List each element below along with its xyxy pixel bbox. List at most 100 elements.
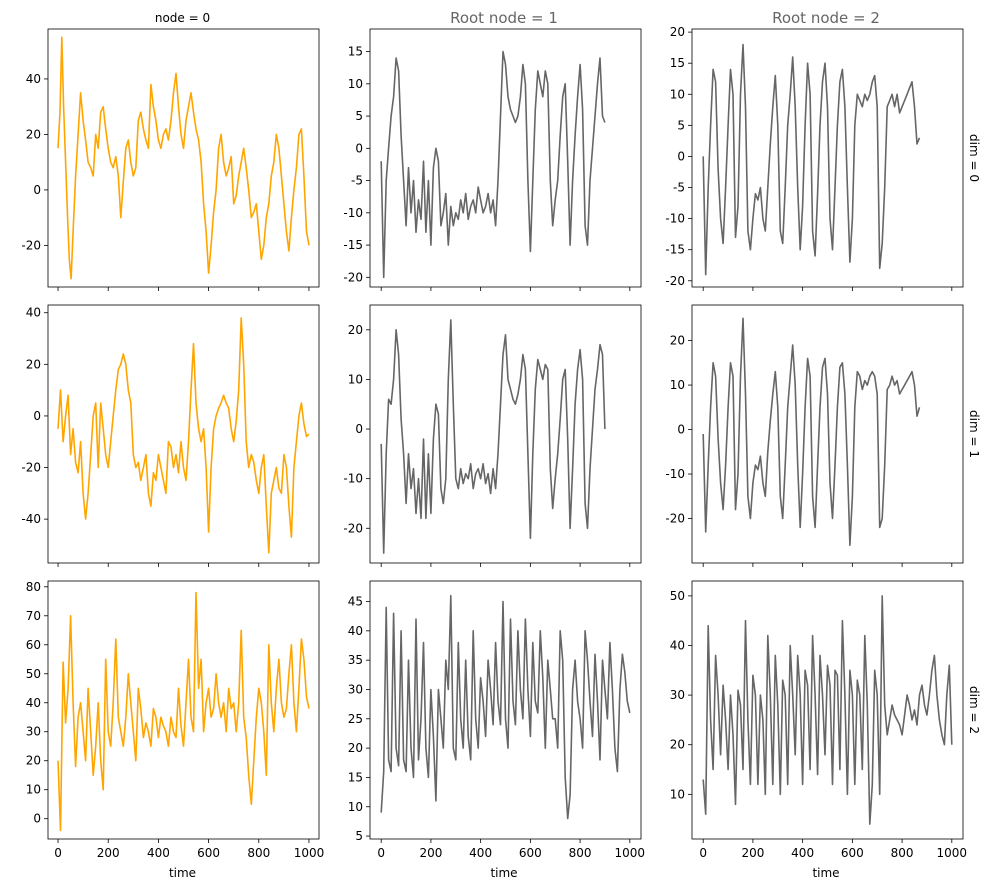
y-tick-label: -20 <box>665 512 685 526</box>
y-tick-label: 70 <box>26 609 41 623</box>
series-line <box>57 591 310 832</box>
x-tick-label: 600 <box>841 846 864 860</box>
y-tick-label: 40 <box>26 72 41 86</box>
y-tick-label: 40 <box>348 624 363 638</box>
y-tick-label: 10 <box>348 372 363 386</box>
y-tick-label: 20 <box>26 127 41 141</box>
axes-frame <box>47 28 320 288</box>
axes-frame <box>369 580 642 840</box>
series-line <box>380 50 606 279</box>
y-tick-label: -20 <box>343 270 363 284</box>
y-tick-label: -10 <box>665 467 685 481</box>
y-tick-label: -10 <box>343 206 363 220</box>
y-tick-label: 5 <box>355 829 363 843</box>
y-tick-label: 10 <box>670 378 685 392</box>
y-tick-label: 10 <box>348 800 363 814</box>
y-tick-label: 0 <box>677 423 685 437</box>
y-tick-label: 40 <box>26 306 41 320</box>
y-tick-label: 20 <box>670 25 685 39</box>
y-tick-label: 60 <box>26 638 41 652</box>
row-label-1: dim = 1 <box>967 410 981 458</box>
y-tick-label: 0 <box>677 149 685 163</box>
series-line <box>380 319 606 554</box>
y-tick-label: 15 <box>670 56 685 70</box>
y-tick-label: 0 <box>33 409 41 423</box>
panel-r1-c2: -20 -10 0 10 20 <box>665 304 964 567</box>
x-tick-label: 400 <box>147 846 170 860</box>
col-title-1: Root node = 1 <box>450 9 558 27</box>
y-tick-label: 20 <box>670 334 685 348</box>
y-tick-label: 40 <box>670 639 685 653</box>
y-tick-label: 0 <box>355 422 363 436</box>
series-line <box>380 594 631 820</box>
x-tick-label: 600 <box>197 846 220 860</box>
x-tick-label: 1000 <box>937 846 968 860</box>
series-line <box>57 36 310 280</box>
x-tick-label: 0 <box>377 846 385 860</box>
y-tick-label: 5 <box>355 109 363 123</box>
panel-r2-c1: 5 10 15 20 25 30 35 40 45 0 200 400 600 800 1000 <box>348 580 646 860</box>
x-axis-label-1: time <box>490 866 517 880</box>
series-line <box>57 317 310 554</box>
axes-frame <box>691 580 964 840</box>
y-tick-label: 80 <box>26 580 41 594</box>
y-tick-label: 10 <box>26 783 41 797</box>
y-tick-label: 30 <box>348 682 363 696</box>
panel-r2-c2: 10 20 30 40 50 0 200 400 600 800 1000 <box>670 580 968 860</box>
axes-frame <box>691 304 964 564</box>
x-tick-label: 600 <box>519 846 542 860</box>
row-labels: dim = 0 dim = 1 dim = 2 <box>967 134 981 734</box>
y-tick-label: 15 <box>348 770 363 784</box>
y-tick-label: 20 <box>348 323 363 337</box>
row-label-2: dim = 2 <box>967 686 981 734</box>
col-title-0: node = 0 <box>155 11 210 25</box>
y-tick-label: 20 <box>670 738 685 752</box>
y-tick-label: 0 <box>355 141 363 155</box>
y-tick-label: -5 <box>351 174 363 188</box>
y-tick-label: 0 <box>33 183 41 197</box>
panel-r0-c1: -20 -15 -10 -5 0 5 10 15 <box>343 28 642 291</box>
y-tick-label: 50 <box>670 589 685 603</box>
x-axis-label-2: time <box>812 866 839 880</box>
y-tick-label: 35 <box>348 653 363 667</box>
axes-frame <box>369 28 642 288</box>
y-tick-label: 10 <box>670 87 685 101</box>
x-tick-label: 400 <box>469 846 492 860</box>
y-tick-label: -15 <box>343 238 363 252</box>
x-tick-label: 1000 <box>294 846 325 860</box>
y-tick-label: 10 <box>670 787 685 801</box>
y-tick-label: -20 <box>665 274 685 288</box>
y-tick-label: 30 <box>670 688 685 702</box>
col-title-2: Root node = 2 <box>772 9 880 27</box>
y-tick-label: 15 <box>348 45 363 59</box>
x-tick-label: 400 <box>791 846 814 860</box>
panel-r1-c0: -40 -20 0 20 40 <box>21 304 320 567</box>
series-line <box>702 595 953 825</box>
y-tick-label: -10 <box>343 472 363 486</box>
x-tick-label: 200 <box>97 846 120 860</box>
y-tick-label: -10 <box>665 212 685 226</box>
series-line <box>702 317 921 546</box>
y-tick-label: 5 <box>677 118 685 132</box>
x-tick-label: 800 <box>569 846 592 860</box>
column-titles: node = 0 Root node = 1 Root node = 2 <box>155 9 880 27</box>
y-tick-label: 40 <box>26 696 41 710</box>
y-tick-label: 20 <box>26 357 41 371</box>
x-tick-label: 800 <box>891 846 914 860</box>
x-tick-label: 0 <box>699 846 707 860</box>
panel-r1-c1: -20 -10 0 10 20 <box>343 304 642 567</box>
y-tick-label: -15 <box>665 243 685 257</box>
y-tick-label: 25 <box>348 712 363 726</box>
row-label-0: dim = 0 <box>967 134 981 182</box>
series-line <box>702 43 921 276</box>
x-tick-label: 1000 <box>615 846 646 860</box>
panel-r0-c2: -20 -15 -10 -5 0 5 10 15 20 <box>665 25 964 291</box>
x-tick-label: 0 <box>54 846 62 860</box>
x-tick-label: 200 <box>741 846 764 860</box>
y-tick-label: 30 <box>26 725 41 739</box>
axes-frame <box>691 28 964 288</box>
y-tick-label: 50 <box>26 667 41 681</box>
x-tick-label: 800 <box>247 846 270 860</box>
x-axis-label-0: time <box>169 866 196 880</box>
